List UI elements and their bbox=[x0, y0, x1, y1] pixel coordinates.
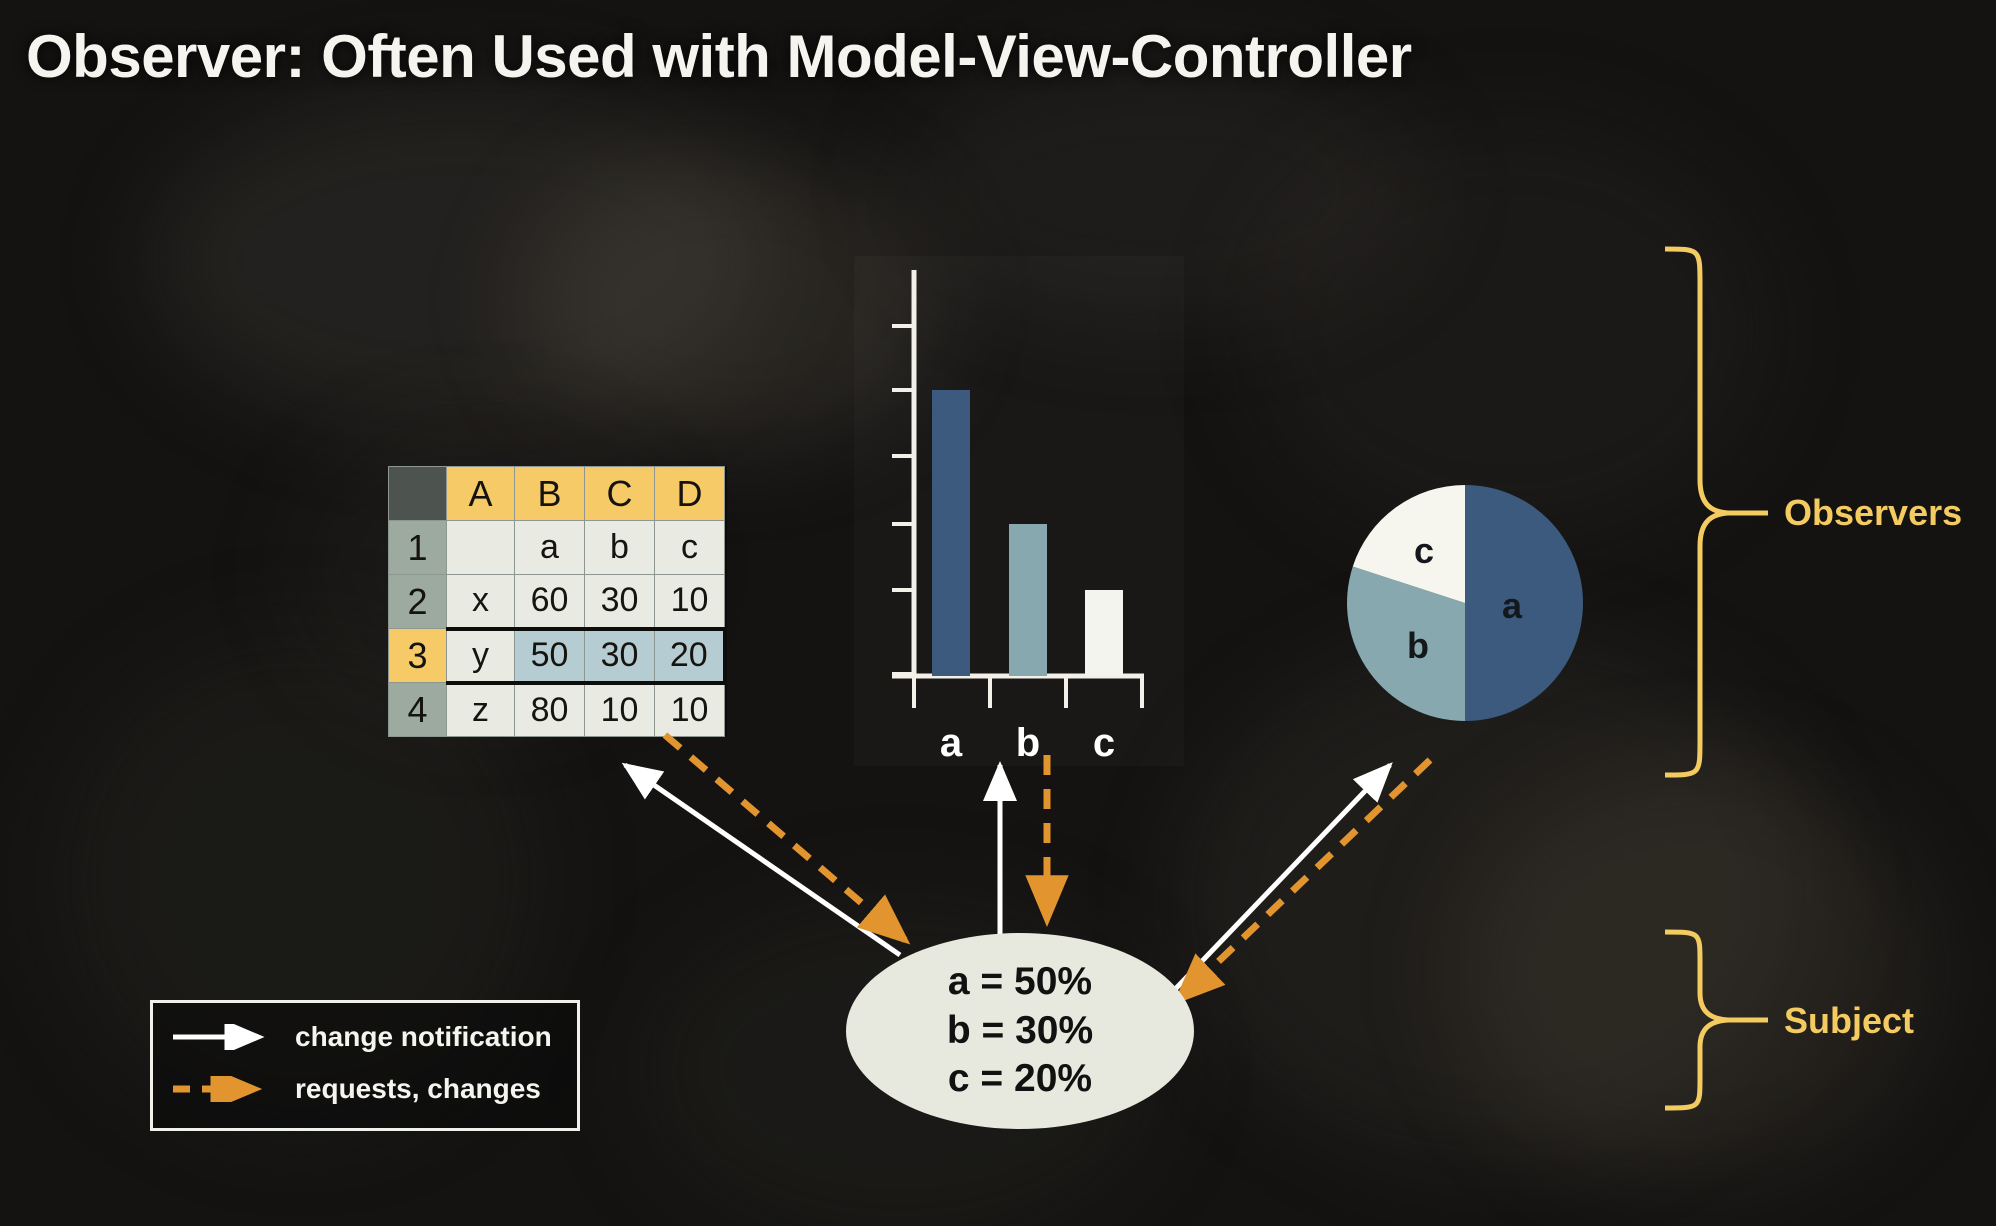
row-header-3[interactable]: 3 bbox=[388, 628, 447, 683]
cell-d1[interactable]: c bbox=[654, 520, 725, 575]
solid-arrow-icon bbox=[173, 1024, 265, 1050]
subject-line-b: b = 30% bbox=[946, 1008, 1094, 1052]
legend-box: change notification requests, changes bbox=[150, 1000, 580, 1131]
table-row[interactable]: 2 x 60 30 10 bbox=[388, 574, 725, 629]
cell-b3[interactable]: 50 bbox=[514, 626, 585, 685]
pie-label-b: b bbox=[1407, 625, 1429, 666]
cell-a1[interactable] bbox=[446, 520, 515, 575]
table-row-selected[interactable]: 3 y 50 30 20 bbox=[388, 626, 727, 685]
cell-c2[interactable]: 30 bbox=[584, 574, 655, 629]
subject-node[interactable]: a = 50% b = 30% c = 20% bbox=[846, 933, 1194, 1129]
dashed-arrow-icon bbox=[173, 1076, 263, 1102]
column-header-a[interactable]: A bbox=[446, 466, 515, 521]
bar-b[interactable] bbox=[1009, 524, 1047, 676]
column-header-c[interactable]: C bbox=[584, 466, 655, 521]
legend-label-requests-changes: requests, changes bbox=[295, 1073, 541, 1104]
cell-d4[interactable]: 10 bbox=[654, 682, 725, 737]
x-axis-ticks bbox=[912, 676, 1144, 708]
bar-chart-observer[interactable]: a b c bbox=[854, 256, 1184, 766]
page-title: Observer: Often Used with Model-View-Con… bbox=[26, 23, 1412, 90]
cell-a2[interactable]: x bbox=[446, 574, 515, 629]
pie-slice-b[interactable] bbox=[1347, 566, 1465, 722]
pie-label-a: a bbox=[1502, 585, 1523, 626]
cell-a3[interactable]: y bbox=[446, 626, 515, 685]
sheet-corner-cell[interactable] bbox=[388, 466, 447, 521]
subject-group-label: Subject bbox=[1784, 1000, 1915, 1041]
bar-tick-label-b: b bbox=[1016, 721, 1040, 765]
cell-c1[interactable]: b bbox=[584, 520, 655, 575]
row-header-2[interactable]: 2 bbox=[388, 574, 447, 629]
cell-d2[interactable]: 10 bbox=[654, 574, 725, 629]
cell-a4[interactable]: z bbox=[446, 682, 515, 737]
pie-slice-c[interactable] bbox=[1352, 485, 1465, 603]
column-header-b[interactable]: B bbox=[514, 466, 585, 521]
pie-chart-svg: a b c bbox=[1347, 485, 1583, 722]
bar-a[interactable] bbox=[932, 390, 970, 676]
legend-label-change-notification: change notification bbox=[295, 1021, 552, 1052]
pie-chart-observer[interactable]: a b c bbox=[1340, 478, 1590, 728]
column-header-d[interactable]: D bbox=[654, 466, 725, 521]
bar-tick-label-c: c bbox=[1093, 721, 1115, 765]
table-header-row: A B C D bbox=[388, 466, 725, 521]
cell-c4[interactable]: 10 bbox=[584, 682, 655, 737]
spreadsheet-table[interactable]: A B C D 1 a b c 2 x 60 30 10 3 y 50 30 2… bbox=[388, 466, 727, 737]
legend-item-change-notification: change notification bbox=[171, 1021, 552, 1053]
subject-line-a: a = 50% bbox=[947, 959, 1093, 1003]
pie-label-c: c bbox=[1414, 530, 1434, 571]
row-header-4[interactable]: 4 bbox=[388, 682, 447, 737]
row-header-1[interactable]: 1 bbox=[388, 520, 447, 575]
bar-chart-svg: a b c bbox=[892, 270, 1144, 765]
observers-group-label: Observers bbox=[1784, 492, 1963, 533]
cell-d3[interactable]: 20 bbox=[654, 626, 727, 685]
cell-b4[interactable]: 80 bbox=[514, 682, 585, 737]
cell-b1[interactable]: a bbox=[514, 520, 585, 575]
cell-b2[interactable]: 60 bbox=[514, 574, 585, 629]
spreadsheet-observer[interactable]: A B C D 1 a b c 2 x 60 30 10 3 y 50 30 2… bbox=[388, 466, 727, 737]
pie-slice-a[interactable] bbox=[1465, 485, 1583, 721]
table-row[interactable]: 4 z 80 10 10 bbox=[388, 682, 725, 737]
legend-item-requests-changes: requests, changes bbox=[171, 1073, 541, 1105]
bar-c[interactable] bbox=[1085, 590, 1123, 676]
y-axis-ticks bbox=[892, 324, 914, 676]
cell-c3[interactable]: 30 bbox=[584, 626, 655, 685]
bar-tick-label-a: a bbox=[940, 721, 963, 765]
subject-line-c: c = 20% bbox=[947, 1057, 1093, 1101]
table-row[interactable]: 1 a b c bbox=[388, 520, 725, 575]
